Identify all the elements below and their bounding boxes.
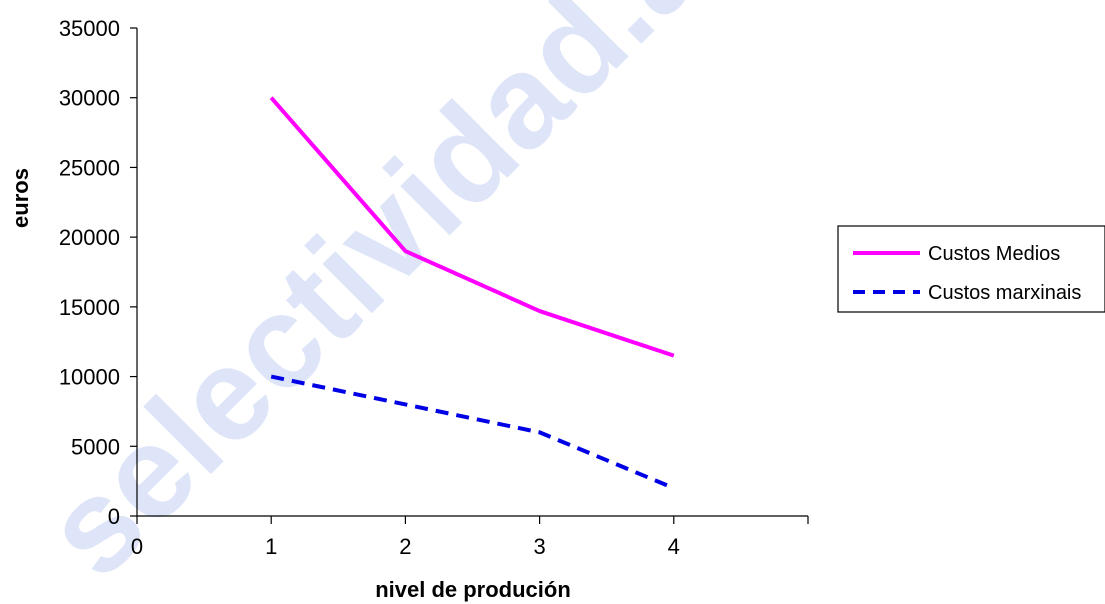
y-ticks: 0 5000 10000 15000 20000 25000 30000 35000 <box>59 16 137 529</box>
legend-label-custos-marxinais: Custos marxinais <box>928 282 1081 304</box>
legend-box <box>837 225 1105 313</box>
y-tick-label-30000: 30000 <box>59 86 120 111</box>
legend: Custos Medios Custos marxinais <box>837 225 1105 313</box>
x-tick-label-3: 3 <box>533 534 545 559</box>
axes-layer <box>136 28 808 517</box>
y-tick-label-0: 0 <box>108 504 120 529</box>
series-layer <box>269 96 675 490</box>
y-tick-label-35000: 35000 <box>59 16 120 41</box>
y-axis-title: euros <box>8 168 33 228</box>
x-ticks: 0 1 2 3 4 <box>131 516 809 559</box>
y-tick-label-10000: 10000 <box>59 365 120 390</box>
x-tick-label-4: 4 <box>668 534 680 559</box>
watermark-layer: selectividad.az <box>16 0 779 604</box>
x-tick-label-0: 0 <box>131 534 143 559</box>
x-axis-title: nivel de produción <box>375 577 571 602</box>
watermark-text: selectividad.az <box>16 0 779 604</box>
x-tick-label-1: 1 <box>265 534 277 559</box>
legend-label-custos-medios: Custos Medios <box>928 243 1060 265</box>
x-tick-label-2: 2 <box>399 534 411 559</box>
y-tick-label-20000: 20000 <box>59 225 120 250</box>
y-tick-label-25000: 25000 <box>59 155 120 180</box>
series-line-custos-medios <box>269 96 675 358</box>
y-tick-label-15000: 15000 <box>59 295 120 320</box>
series-line-custos-marxinais <box>270 374 675 490</box>
y-tick-label-5000: 5000 <box>71 434 120 459</box>
